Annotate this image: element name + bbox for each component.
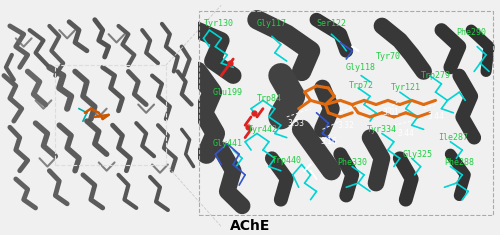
Text: Gly441: Gly441: [212, 139, 242, 148]
Text: 3.32: 3.32: [338, 121, 354, 130]
Text: Tyr442: Tyr442: [248, 125, 278, 134]
Text: 3.44: 3.44: [397, 129, 414, 138]
Text: Ile287: Ile287: [438, 133, 468, 142]
Text: 3.44: 3.44: [427, 112, 444, 121]
Text: Phe290: Phe290: [456, 28, 486, 37]
Text: Glu199: Glu199: [212, 88, 242, 97]
Text: Trp84: Trp84: [256, 94, 281, 103]
Text: Tyr70: Tyr70: [376, 52, 400, 62]
Text: Ser122: Ser122: [316, 19, 346, 28]
Text: 3.53: 3.53: [287, 119, 304, 128]
Bar: [56, 65, 166, 164]
Text: Trp440: Trp440: [272, 156, 302, 165]
Text: 3.01: 3.01: [382, 108, 400, 117]
Text: AChE: AChE: [230, 219, 270, 233]
Text: 3.16: 3.16: [320, 137, 337, 146]
Text: Phe288: Phe288: [444, 158, 474, 167]
Text: Tyr130: Tyr130: [204, 19, 234, 28]
Text: Tyr334: Tyr334: [367, 125, 397, 134]
Text: Trp279: Trp279: [420, 71, 450, 80]
Text: Tyr121: Tyr121: [391, 83, 421, 93]
Text: Gly117: Gly117: [257, 19, 287, 28]
Text: Gly118: Gly118: [346, 63, 376, 72]
Text: Phe330: Phe330: [337, 158, 367, 167]
Text: Gly325: Gly325: [402, 150, 432, 159]
Text: Trp72: Trp72: [348, 81, 374, 90]
